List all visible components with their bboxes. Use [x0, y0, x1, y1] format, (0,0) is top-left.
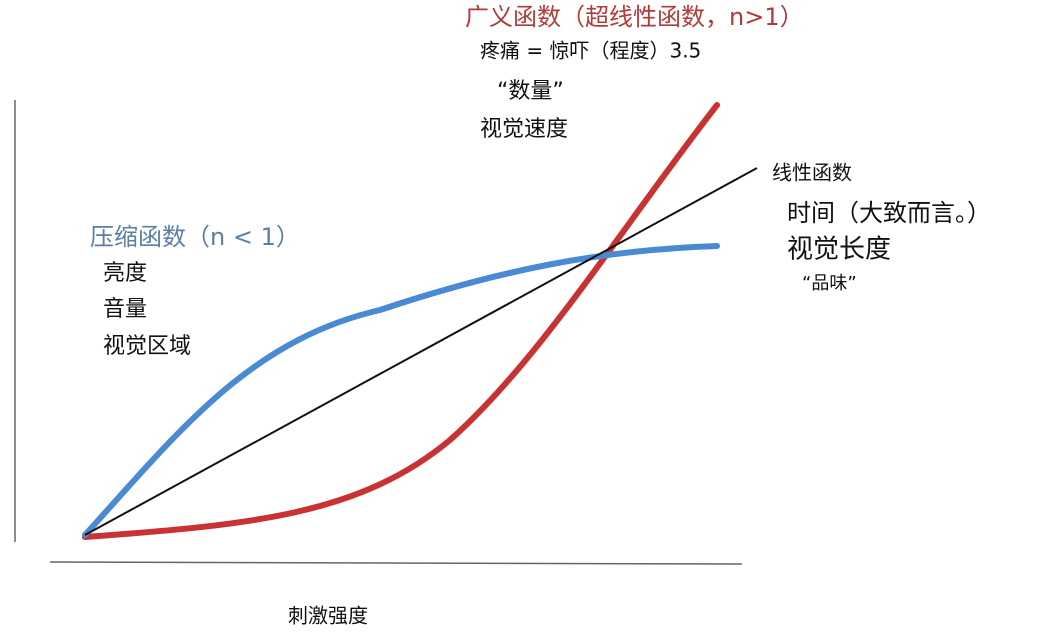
curve-label: 广义函数（超线性函数，n>1）	[465, 3, 804, 31]
example: 视觉区域	[103, 334, 191, 359]
example: “数量”	[497, 79, 564, 104]
x-axis	[49, 561, 743, 565]
superlinear-curve	[82, 102, 720, 540]
example: 疼痛 = 惊吓（程度）3.5	[480, 39, 701, 63]
compressive-curve	[82, 243, 720, 538]
curve-label: 线性函数	[772, 161, 852, 185]
x-axis-label: 刺激强度	[288, 604, 368, 628]
example: 音量	[103, 297, 147, 322]
example: 视觉速度	[480, 117, 568, 142]
curve-label: 压缩函数（n < 1）	[90, 223, 300, 251]
example: “品味”	[802, 273, 857, 294]
example: 时间（大致而言。）	[787, 199, 991, 227]
example: 视觉长度	[787, 235, 891, 265]
example: 亮度	[103, 261, 147, 286]
linear-line	[84, 167, 758, 536]
